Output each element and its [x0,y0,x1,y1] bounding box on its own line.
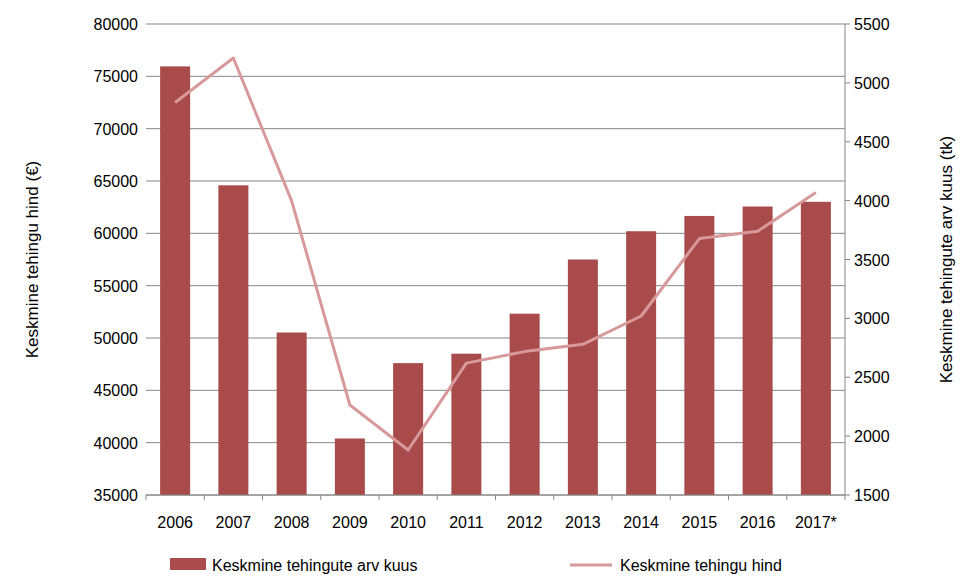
y2-tick-label: 3500 [854,252,890,269]
x-tick-label: 2008 [274,514,310,531]
y2-tick [845,82,850,83]
chart: 35000 40000 45000 50000 55000 60000 65000 70000… [0,0,971,584]
x-tick-label: 2012 [507,514,543,531]
y2-tick-label: 5000 [854,75,890,92]
y-tick-label: 40000 [94,435,139,452]
x-tick [262,495,263,500]
grid [146,24,845,495]
y2-tick-label: 3000 [854,310,890,327]
y2-tick [845,495,850,496]
y-tick-label: 45000 [94,382,139,399]
x-tick-label: 2015 [682,514,718,531]
y-tick-label: 50000 [94,330,139,347]
x-tick-label: 2011 [449,514,484,531]
x-tick [553,495,554,500]
x-tick-label: 2013 [565,514,601,531]
bar [218,185,248,495]
bar [160,66,190,495]
x-tick [728,495,729,500]
x-tick [786,495,787,500]
y2-tick-label: 4500 [854,134,890,151]
x-tick-label: 2010 [390,514,426,531]
y2-tick [845,200,850,201]
y-axis-title: Keskmine tehingu hind (€) [23,161,42,359]
y-tick-label: 35000 [94,487,139,504]
grid-line [146,390,845,391]
x-tick-label: 2016 [740,514,776,531]
grid-line [146,24,845,25]
bar [277,333,307,495]
grid-line [146,128,845,129]
x-tick [670,495,671,500]
y2-tick-label: 2500 [854,369,890,386]
y-tick-label: 80000 [94,16,139,33]
grid-line [146,338,845,339]
legend-swatch [170,558,206,570]
x-tick [437,495,438,500]
legend-label: Keskmine tehingu hind [620,557,782,574]
grid-line [146,442,845,443]
y-tick-label: 70000 [94,121,139,138]
bar [451,354,481,495]
x-tick-label: 2014 [623,514,659,531]
x-tick-label: 2009 [332,514,368,531]
grid-line [146,76,845,77]
y2-tick [845,377,850,378]
bar [626,231,656,495]
bar [335,438,365,495]
y2-tick [845,24,850,25]
y2-tick-label: 1500 [854,487,890,504]
bar [393,363,423,495]
x-tick [204,495,205,500]
x-tick [612,495,613,500]
grid-line [146,285,845,286]
x-tick [146,495,147,500]
y2-tick [845,141,850,142]
legend-swatch [570,564,612,567]
legend-label: Keskmine tehingute arv kuus [212,557,417,574]
y2-tick [845,436,850,437]
x-tick-label: 2017* [795,514,837,531]
y2-tick-label: 2000 [854,428,890,445]
x-tick [320,495,321,500]
bar [568,260,598,496]
marks [160,58,831,495]
x-tick [845,495,846,500]
y2-axis-title: Keskmine tehingute arv kuus (tk) [937,136,956,384]
x-tick-label: 2006 [157,514,193,531]
x-tick [379,495,380,500]
y2-tick [845,318,850,319]
y-tick-label: 55000 [94,278,139,295]
line [175,58,816,450]
y-tick-label: 60000 [94,225,139,242]
y2-tick [845,259,850,260]
grid-line [146,181,845,182]
x-tick [495,495,496,500]
y2-tick-label: 5500 [854,16,890,33]
y-tick-label: 65000 [94,173,139,190]
x-tick-label: 2007 [216,514,252,531]
y-tick-label: 75000 [94,68,139,85]
bar [743,207,773,495]
bar [684,216,714,495]
y2-tick-label: 4000 [854,193,890,210]
bar [510,314,540,495]
bar [801,202,831,495]
